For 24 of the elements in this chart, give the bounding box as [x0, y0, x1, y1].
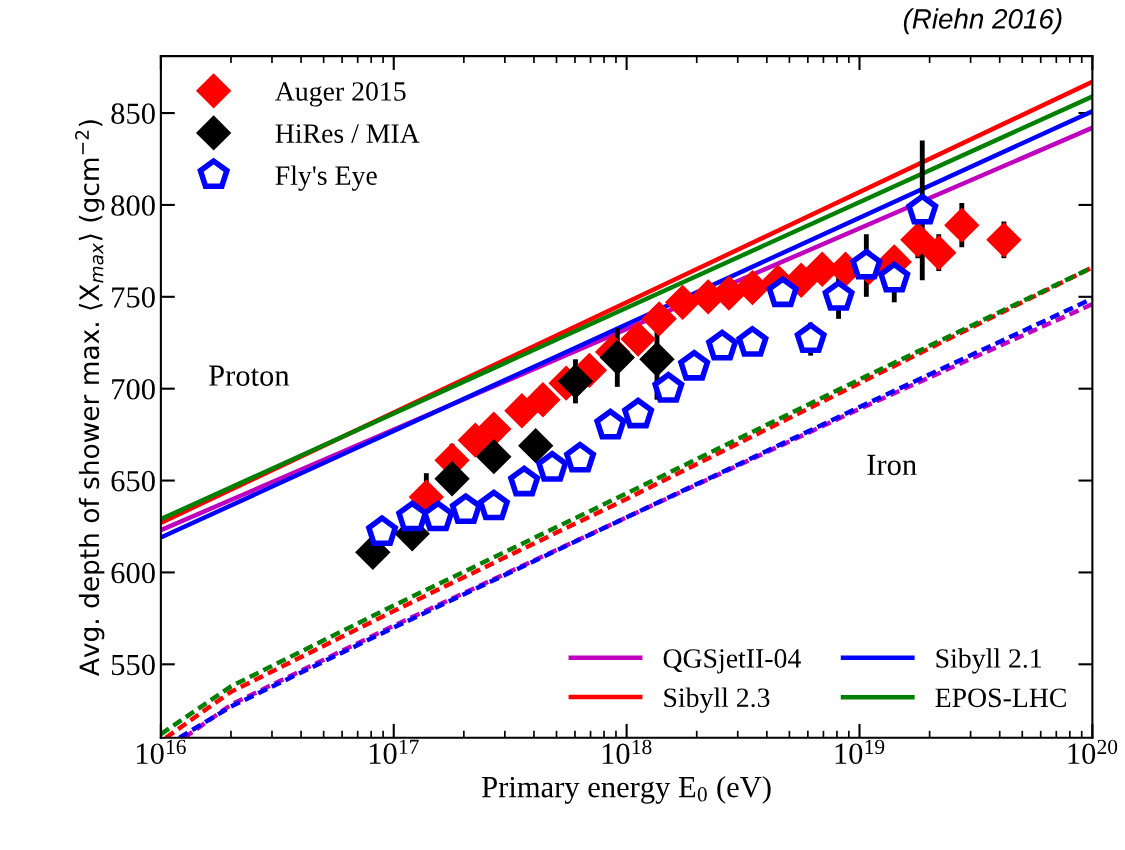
x-tick-label: 10$^{17}$ — [369, 739, 419, 764]
x-tick-label: 10$^{20}$ — [1068, 739, 1118, 765]
annotation: Iron — [867, 454, 917, 476]
legend-label: HiRes / MIA — [275, 124, 420, 143]
legend-label: Auger 2015 — [275, 82, 406, 107]
legend-label: EPOS-LHC — [935, 688, 1066, 708]
x-tick-label: 10$^{16}$ — [136, 739, 186, 765]
y-tick-label: 850 — [111, 103, 155, 124]
y-tick-label: 800 — [111, 195, 155, 216]
y-tick-label: 550 — [111, 654, 155, 676]
legend-label: Sibyll 2.3 — [664, 687, 770, 713]
y-tick-label: 700 — [112, 378, 155, 400]
annotation: Proton — [209, 365, 290, 386]
legend-label: Sibyll 2.1 — [936, 648, 1042, 674]
text: (Riehn 2016) — [903, 8, 1062, 35]
x-tick-label: 10$^{19}$ — [835, 739, 885, 765]
legend-label: QGSjetII-04 — [663, 649, 801, 674]
x-axis-title: Primary energy E$_{0}$ (eV) — [482, 775, 771, 804]
y-tick-label: 600 — [111, 562, 155, 584]
y-tick-label: 750 — [112, 287, 155, 308]
x-tick-label: 10$^{18}$ — [602, 739, 652, 765]
y-tick-label: 650 — [111, 470, 155, 492]
legend-label: Fly's Eye — [275, 165, 377, 191]
y-axis-title: Avg. depth of shower max. ⟨X$_{max}$⟩ (gcm$^{−2}$) — [75, 120, 105, 676]
